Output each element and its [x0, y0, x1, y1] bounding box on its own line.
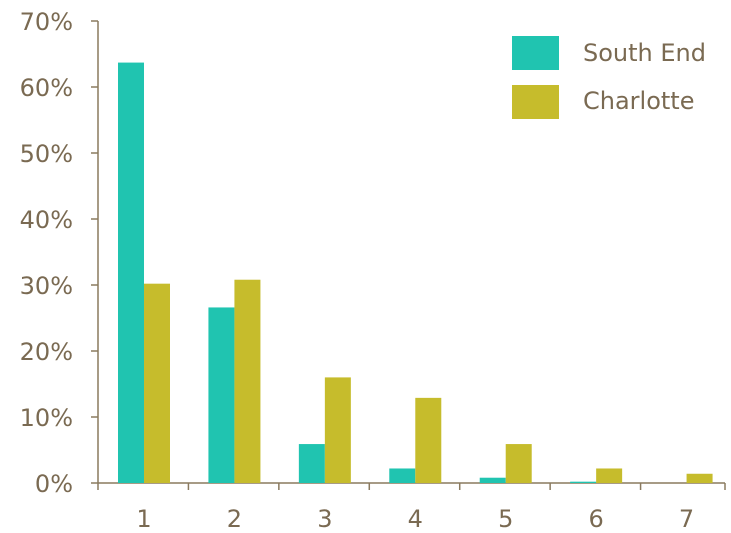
bar-charlotte: [686, 473, 713, 483]
legend: South End Charlotte: [512, 36, 706, 119]
legend-swatch-south-end: [512, 36, 559, 70]
y-tick-label: 0%: [35, 470, 73, 498]
y-tick-label: 40%: [20, 206, 73, 234]
bar-charlotte: [505, 444, 532, 483]
legend-swatch-charlotte: [512, 85, 559, 119]
y-tick-label: 60%: [20, 74, 73, 102]
y-tick-label: 30%: [20, 272, 73, 300]
y-tick-label: 10%: [20, 404, 73, 432]
bar-south-end: [298, 444, 325, 483]
bar-charlotte: [234, 279, 261, 483]
x-tick-label: 2: [227, 505, 242, 533]
y-axis: 0% 10% 20% 30% 40% 50% 60% 70%: [20, 8, 99, 498]
bar-south-end: [570, 481, 597, 483]
legend-label-charlotte: Charlotte: [583, 87, 694, 115]
x-tick-label: 7: [679, 505, 694, 533]
bars: [118, 62, 713, 484]
bar-south-end: [479, 477, 506, 483]
legend-label-south-end: South End: [583, 39, 706, 67]
y-tick-label: 20%: [20, 338, 73, 366]
x-tick-label: 3: [317, 505, 332, 533]
y-tick-label: 70%: [20, 8, 73, 36]
bar-south-end: [208, 307, 235, 483]
x-tick-label: 1: [136, 505, 151, 533]
bar-charlotte: [324, 377, 351, 483]
bar-charlotte: [415, 397, 442, 483]
bar-charlotte: [144, 283, 170, 483]
x-axis: 1 2 3 4 5 6 7: [97, 482, 726, 533]
bar-charlotte: [596, 468, 623, 483]
bar-south-end: [389, 468, 416, 483]
x-tick-label: 6: [589, 505, 604, 533]
x-tick-label: 5: [498, 505, 513, 533]
x-tick-label: 4: [408, 505, 423, 533]
y-tick-label: 50%: [20, 140, 73, 168]
bar-south-end: [118, 62, 144, 484]
